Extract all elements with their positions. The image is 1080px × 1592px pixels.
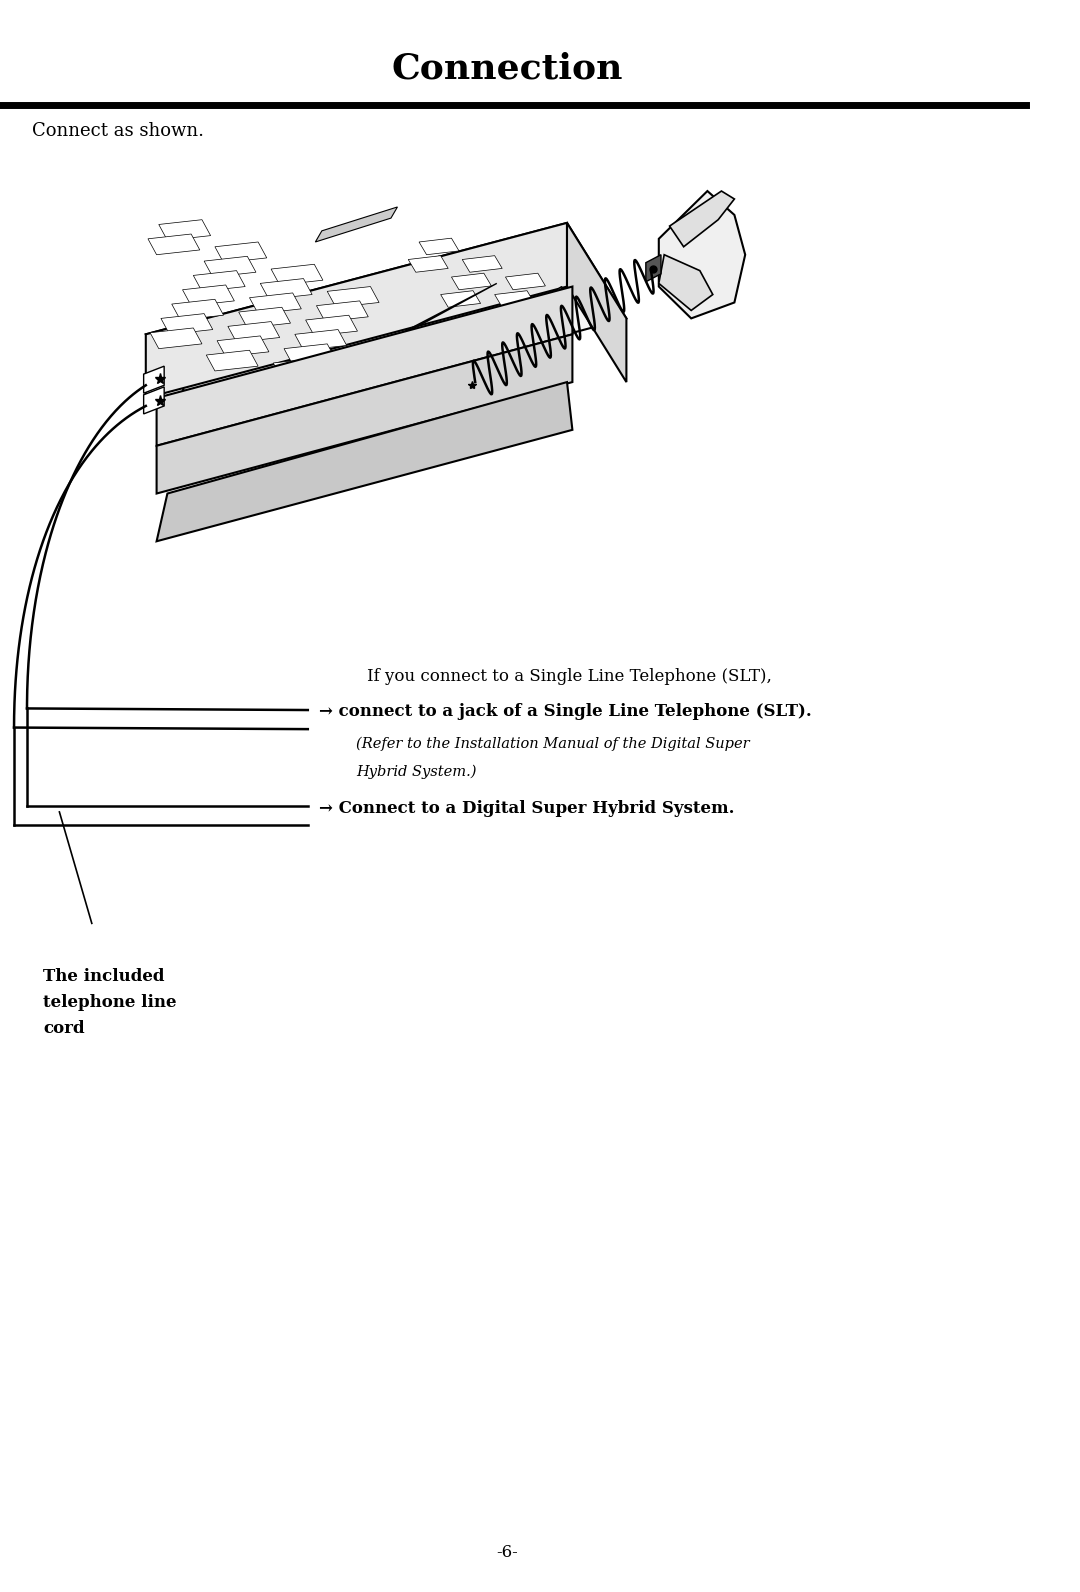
Polygon shape	[408, 256, 448, 272]
Polygon shape	[157, 382, 572, 541]
Polygon shape	[567, 223, 626, 382]
Polygon shape	[172, 299, 224, 320]
Polygon shape	[260, 279, 312, 299]
Polygon shape	[183, 285, 234, 306]
Polygon shape	[659, 255, 713, 310]
Polygon shape	[271, 264, 323, 285]
Polygon shape	[316, 301, 368, 322]
Text: If you connect to a Single Line Telephone (SLT),: If you connect to a Single Line Telephon…	[367, 669, 772, 685]
Polygon shape	[284, 344, 336, 365]
Text: The included
telephone line
cord: The included telephone line cord	[43, 968, 177, 1036]
Polygon shape	[161, 314, 213, 334]
Polygon shape	[262, 373, 314, 393]
Polygon shape	[150, 328, 202, 349]
Text: → Connect to a Digital Super Hybrid System.: → Connect to a Digital Super Hybrid Syst…	[319, 801, 734, 817]
Polygon shape	[670, 191, 734, 247]
Polygon shape	[462, 256, 502, 272]
Polygon shape	[249, 293, 301, 314]
Polygon shape	[441, 291, 481, 307]
Text: (Refer to the Installation Manual of the Digital Super: (Refer to the Installation Manual of the…	[356, 736, 750, 751]
Polygon shape	[659, 191, 745, 318]
Polygon shape	[327, 287, 379, 307]
Polygon shape	[239, 307, 291, 328]
Text: → connect to a jack of a Single Line Telephone (SLT).: → connect to a jack of a Single Line Tel…	[319, 704, 811, 720]
Polygon shape	[228, 322, 280, 342]
Polygon shape	[157, 287, 572, 446]
Polygon shape	[159, 220, 211, 240]
Polygon shape	[157, 334, 572, 494]
Polygon shape	[217, 336, 269, 357]
Text: -6-: -6-	[497, 1544, 518, 1560]
Polygon shape	[146, 223, 567, 398]
Polygon shape	[306, 315, 357, 336]
Polygon shape	[148, 234, 200, 255]
Polygon shape	[144, 387, 164, 414]
Polygon shape	[146, 223, 626, 430]
Polygon shape	[646, 255, 661, 282]
Polygon shape	[495, 291, 535, 307]
Polygon shape	[204, 256, 256, 277]
Polygon shape	[505, 274, 545, 290]
Polygon shape	[419, 239, 459, 255]
Polygon shape	[286, 283, 497, 395]
Polygon shape	[193, 271, 245, 291]
Polygon shape	[215, 242, 267, 263]
Polygon shape	[206, 350, 258, 371]
Polygon shape	[144, 366, 164, 393]
Text: Connection: Connection	[392, 51, 623, 86]
Polygon shape	[273, 358, 325, 379]
Text: Connect as shown.: Connect as shown.	[32, 121, 204, 140]
Polygon shape	[295, 330, 347, 350]
Text: Hybrid System.): Hybrid System.)	[356, 764, 477, 780]
Polygon shape	[432, 287, 570, 395]
Polygon shape	[451, 274, 491, 290]
Polygon shape	[315, 207, 397, 242]
